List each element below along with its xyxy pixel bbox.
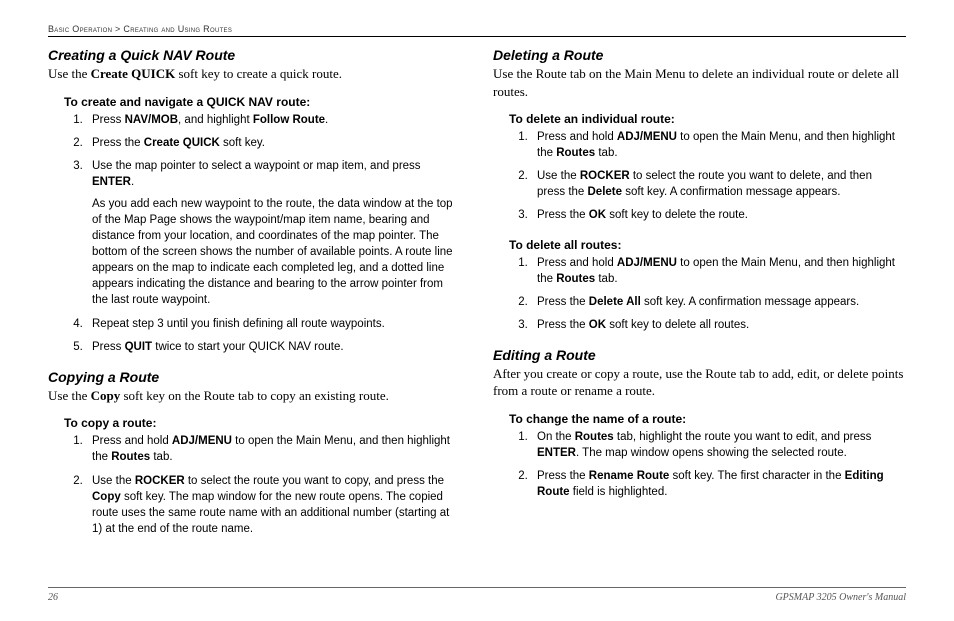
section-title-copy: Copying a Route	[48, 369, 461, 385]
step-item: Press NAV/MOB, and highlight Follow Rout…	[86, 112, 461, 128]
content-columns: Creating a Quick NAV Route Use the Creat…	[48, 47, 906, 551]
step-item: Press the Delete All soft key. A confirm…	[531, 294, 906, 310]
right-column: Deleting a Route Use the Route tab on th…	[493, 47, 906, 551]
intro-delete: Use the Route tab on the Main Menu to de…	[493, 65, 906, 100]
step-item: Press the OK soft key to delete the rout…	[531, 207, 906, 223]
intro-edit: After you create or copy a route, use th…	[493, 365, 906, 400]
step-item: Press QUIT twice to start your QUICK NAV…	[86, 339, 461, 355]
breadcrumb-b: Creating and Using Routes	[123, 24, 232, 34]
step-item: Press the OK soft key to delete all rout…	[531, 317, 906, 333]
subhead-copy: To copy a route:	[64, 416, 461, 430]
divider-top	[48, 36, 906, 37]
steps-delete-all: Press and hold ADJ/MENU to open the Main…	[531, 255, 906, 333]
intro-quicknav: Use the Create QUICK soft key to create …	[48, 65, 461, 83]
step-item: Press and hold ADJ/MENU to open the Main…	[531, 255, 906, 287]
breadcrumb-sep: >	[115, 24, 121, 34]
step-item: Use the ROCKER to select the route you w…	[86, 473, 461, 537]
subhead-delete-all: To delete all routes:	[509, 238, 906, 252]
intro-copy: Use the Copy soft key on the Route tab t…	[48, 387, 461, 405]
subhead-quicknav: To create and navigate a QUICK NAV route…	[64, 95, 461, 109]
page-number: 26	[48, 592, 58, 603]
breadcrumb: Basic Operation > Creating and Using Rou…	[48, 24, 906, 34]
step-item: Press and hold ADJ/MENU to open the Main…	[531, 129, 906, 161]
step-item: Press and hold ADJ/MENU to open the Main…	[86, 433, 461, 465]
subhead-delete-one: To delete an individual route:	[509, 112, 906, 126]
doc-title: GPSMAP 3205 Owner's Manual	[775, 592, 906, 603]
page-footer: 26 GPSMAP 3205 Owner's Manual	[48, 587, 906, 603]
step-item: Use the ROCKER to select the route you w…	[531, 168, 906, 200]
steps-copy: Press and hold ADJ/MENU to open the Main…	[86, 433, 461, 537]
steps-rename: On the Routes tab, highlight the route y…	[531, 429, 906, 500]
step-item: On the Routes tab, highlight the route y…	[531, 429, 906, 461]
section-title-quicknav: Creating a Quick NAV Route	[48, 47, 461, 63]
steps-quicknav: Press NAV/MOB, and highlight Follow Rout…	[86, 112, 461, 355]
section-title-edit: Editing a Route	[493, 347, 906, 363]
left-column: Creating a Quick NAV Route Use the Creat…	[48, 47, 461, 551]
breadcrumb-a: Basic Operation	[48, 24, 112, 34]
step-item: Use the map pointer to select a waypoint…	[86, 158, 461, 309]
step-item: Repeat step 3 until you finish defining …	[86, 316, 461, 332]
step-continuation: As you add each new waypoint to the rout…	[92, 196, 457, 309]
step-item: Press the Create QUICK soft key.	[86, 135, 461, 151]
steps-delete-one: Press and hold ADJ/MENU to open the Main…	[531, 129, 906, 223]
subhead-rename: To change the name of a route:	[509, 412, 906, 426]
section-title-delete: Deleting a Route	[493, 47, 906, 63]
step-item: Press the Rename Route soft key. The fir…	[531, 468, 906, 500]
